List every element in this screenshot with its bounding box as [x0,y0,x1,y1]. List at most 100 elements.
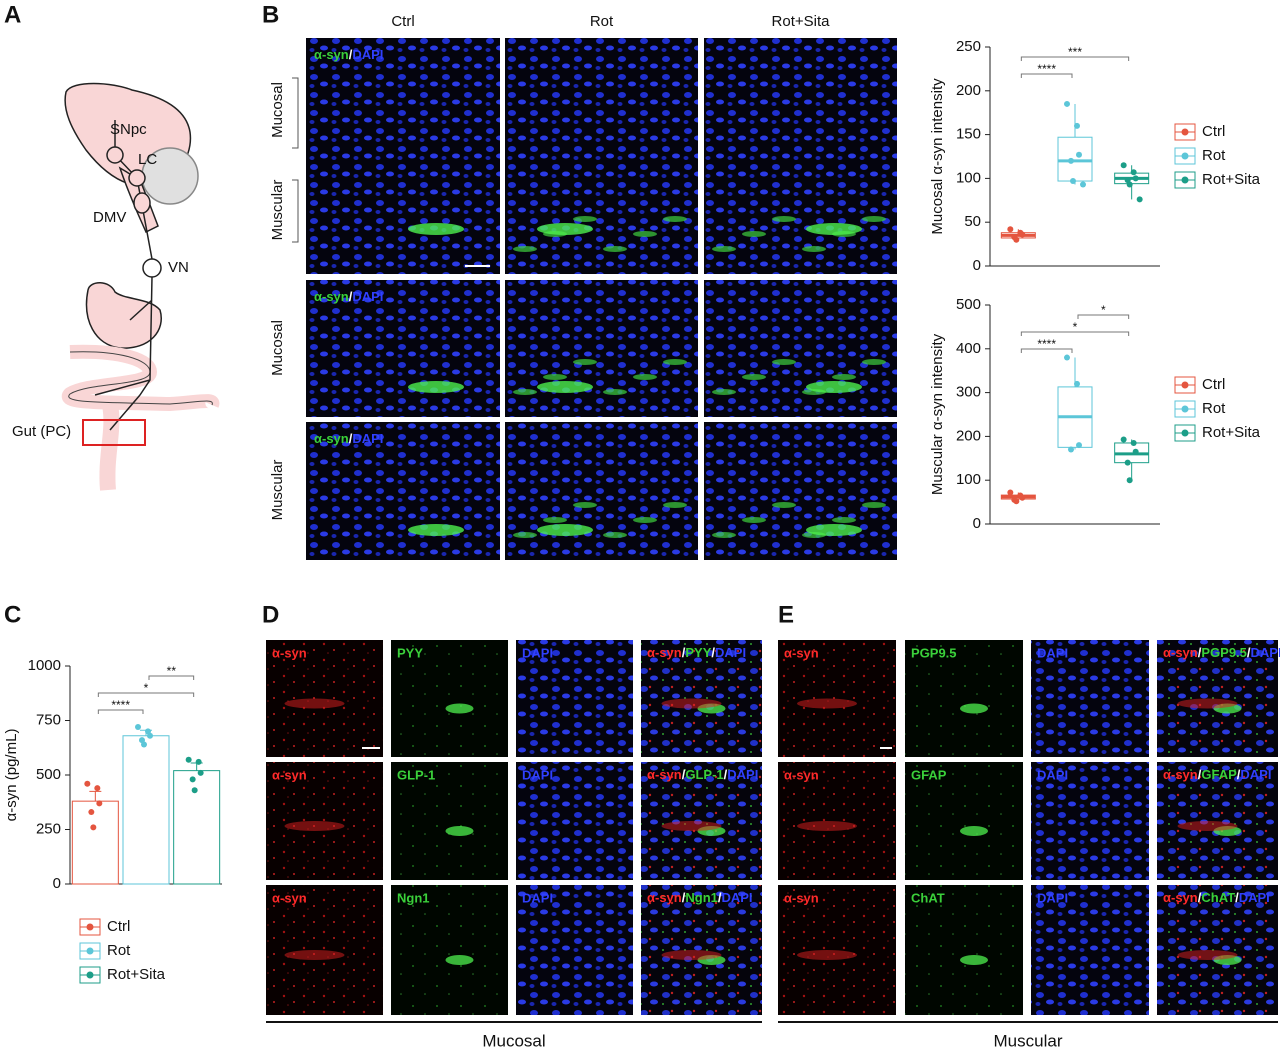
data-point [189,776,196,783]
data-point [1064,354,1070,361]
cell-label-part: α-syn [647,890,682,905]
cell-label-part: α-syn [1163,890,1198,905]
stain-signal [284,821,345,831]
stain-signal [603,246,627,252]
stain-signal [661,698,722,709]
legend-key [1181,429,1189,437]
cell-label-part: Ngn1 [685,890,718,905]
stain-signal [663,359,687,365]
cell-label-part: / [1198,645,1202,660]
cell-label: DAPI [1037,645,1068,660]
micrograph [704,280,897,417]
row-label: Muscular [269,460,286,521]
cell-label: α-syn [272,890,307,905]
stain-signal [742,231,766,237]
cell-label: PYY [397,645,423,660]
stain-signal [1177,698,1238,709]
stain-signal [772,216,796,222]
significance-label: **** [111,698,130,712]
stain-signal [408,524,464,536]
cell-label-part: / [724,767,728,782]
stain-signal [663,216,687,222]
stain-label-part: α-syn [314,289,349,304]
bar [122,735,170,885]
data-point [1124,459,1131,466]
cell-label-part: / [682,890,686,905]
micrograph [505,280,698,417]
footer-label: Mucosal [482,1031,545,1050]
cell-label: DAPI [522,890,553,905]
stain-signal [445,703,474,714]
micrograph [391,885,508,1015]
legend-key [86,923,94,931]
y-tick-label: 100 [956,169,981,186]
legend-key [1181,128,1189,136]
data-point [1132,448,1139,455]
y-tick-label: 1000 [28,657,61,674]
micrograph [905,762,1023,880]
data-point [1013,498,1020,505]
cell-label-part: α-syn [1163,767,1198,782]
row-label: Mucosal [269,320,286,376]
data-point [1019,494,1026,501]
stain-signal [661,821,722,831]
cell-label-part: / [711,645,715,660]
data-point [135,724,141,731]
stain-signal [802,246,826,252]
cell-label-part: / [1247,645,1251,660]
stain-signal [832,517,856,523]
stain-label-part: DAPI [352,431,383,446]
legend-key [1181,176,1189,184]
stain-signal [806,381,862,393]
cell-label-part: α-syn [647,645,682,660]
stain-label: α-syn/DAPI [314,431,383,446]
y-tick-label: 0 [973,515,981,532]
stain-signal [543,517,567,523]
micrograph [306,422,500,560]
micrograph [704,38,897,274]
cell-label-part: α-syn [647,767,682,782]
stain-signal [1177,950,1238,960]
y-tick-label: 0 [53,875,61,892]
micrograph [1157,762,1278,880]
cell-label: α-syn/PYY/DAPI [647,645,746,660]
data-point [94,785,101,792]
stain-signal [537,381,593,393]
stain-label-part: α-syn [314,431,349,446]
legend-label: Rot+Sita [107,966,166,983]
stain-label-part: / [349,47,353,62]
data-point [90,824,97,831]
micrograph [516,640,633,757]
stain-signal [408,381,464,393]
stain-signal [806,524,862,536]
data-point [1068,446,1074,453]
stain-signal [960,955,988,965]
stain-signal [742,374,766,380]
stain-signal [284,950,345,960]
data-point [147,732,153,739]
cell-label: DAPI [522,767,553,782]
cell-label-part: / [1237,767,1241,782]
stain-signal [712,389,736,395]
cell-label: α-syn [784,890,819,905]
legend-label: Rot+Sita [1202,424,1261,441]
stain-signal [663,502,687,508]
micrograph [778,640,896,757]
micrograph [306,280,500,417]
data-point [1132,175,1139,182]
data-point [1126,181,1133,188]
footer-label: Muscular [994,1031,1063,1050]
data-point [1076,151,1082,158]
significance-label: * [1101,303,1106,317]
y-tick-label: 0 [973,257,981,274]
stain-signal [960,826,988,836]
cell-label: α-syn/ChAT/DAPI [1163,890,1270,905]
data-point [195,758,202,765]
y-tick-label: 200 [956,427,981,444]
stain-signal [806,223,862,235]
diagram-label: VN [168,259,189,276]
data-point [1019,231,1026,238]
significance-bracket [1077,314,1130,319]
diagram-label: SNpc [110,121,147,138]
